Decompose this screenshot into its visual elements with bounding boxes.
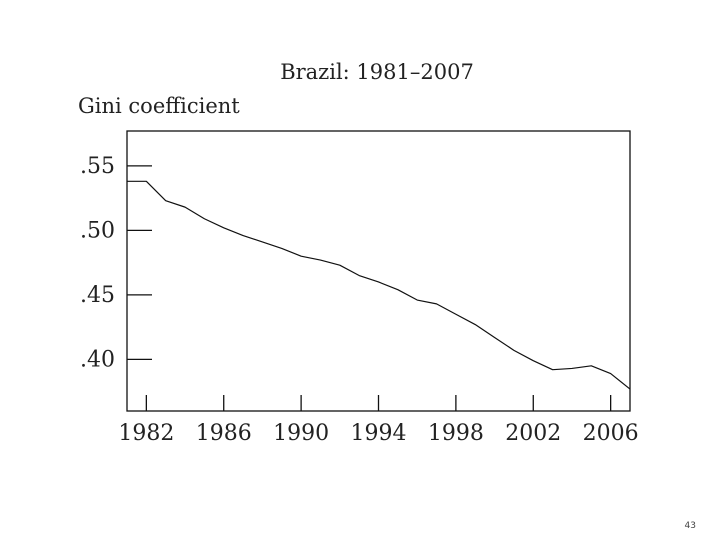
x-axis: 1982 1986 1990 1994 1998 2002 2006 <box>118 395 639 446</box>
chart-title: Brazil: 1981–2007 <box>280 60 474 84</box>
x-tick-label: 1986 <box>196 421 252 446</box>
y-tick-label: .55 <box>80 154 115 179</box>
series-line <box>127 180 631 390</box>
series-layer <box>127 180 631 390</box>
page-number: 43 <box>684 521 696 531</box>
x-tick-label: 1990 <box>273 421 329 446</box>
x-tick-label: 1994 <box>351 421 407 446</box>
x-tick-label: 1982 <box>118 421 174 446</box>
y-tick-label: .45 <box>80 283 115 308</box>
x-tick-label: 2006 <box>583 421 639 446</box>
x-tick-label: 2002 <box>505 421 561 446</box>
y-axis-label: Gini coefficient <box>78 94 240 118</box>
y-tick-label: .40 <box>80 347 115 372</box>
x-tick-label: 1998 <box>428 421 484 446</box>
y-tick-label: .50 <box>80 218 115 243</box>
y-axis: .55 .50 .45 .40 <box>80 154 152 372</box>
